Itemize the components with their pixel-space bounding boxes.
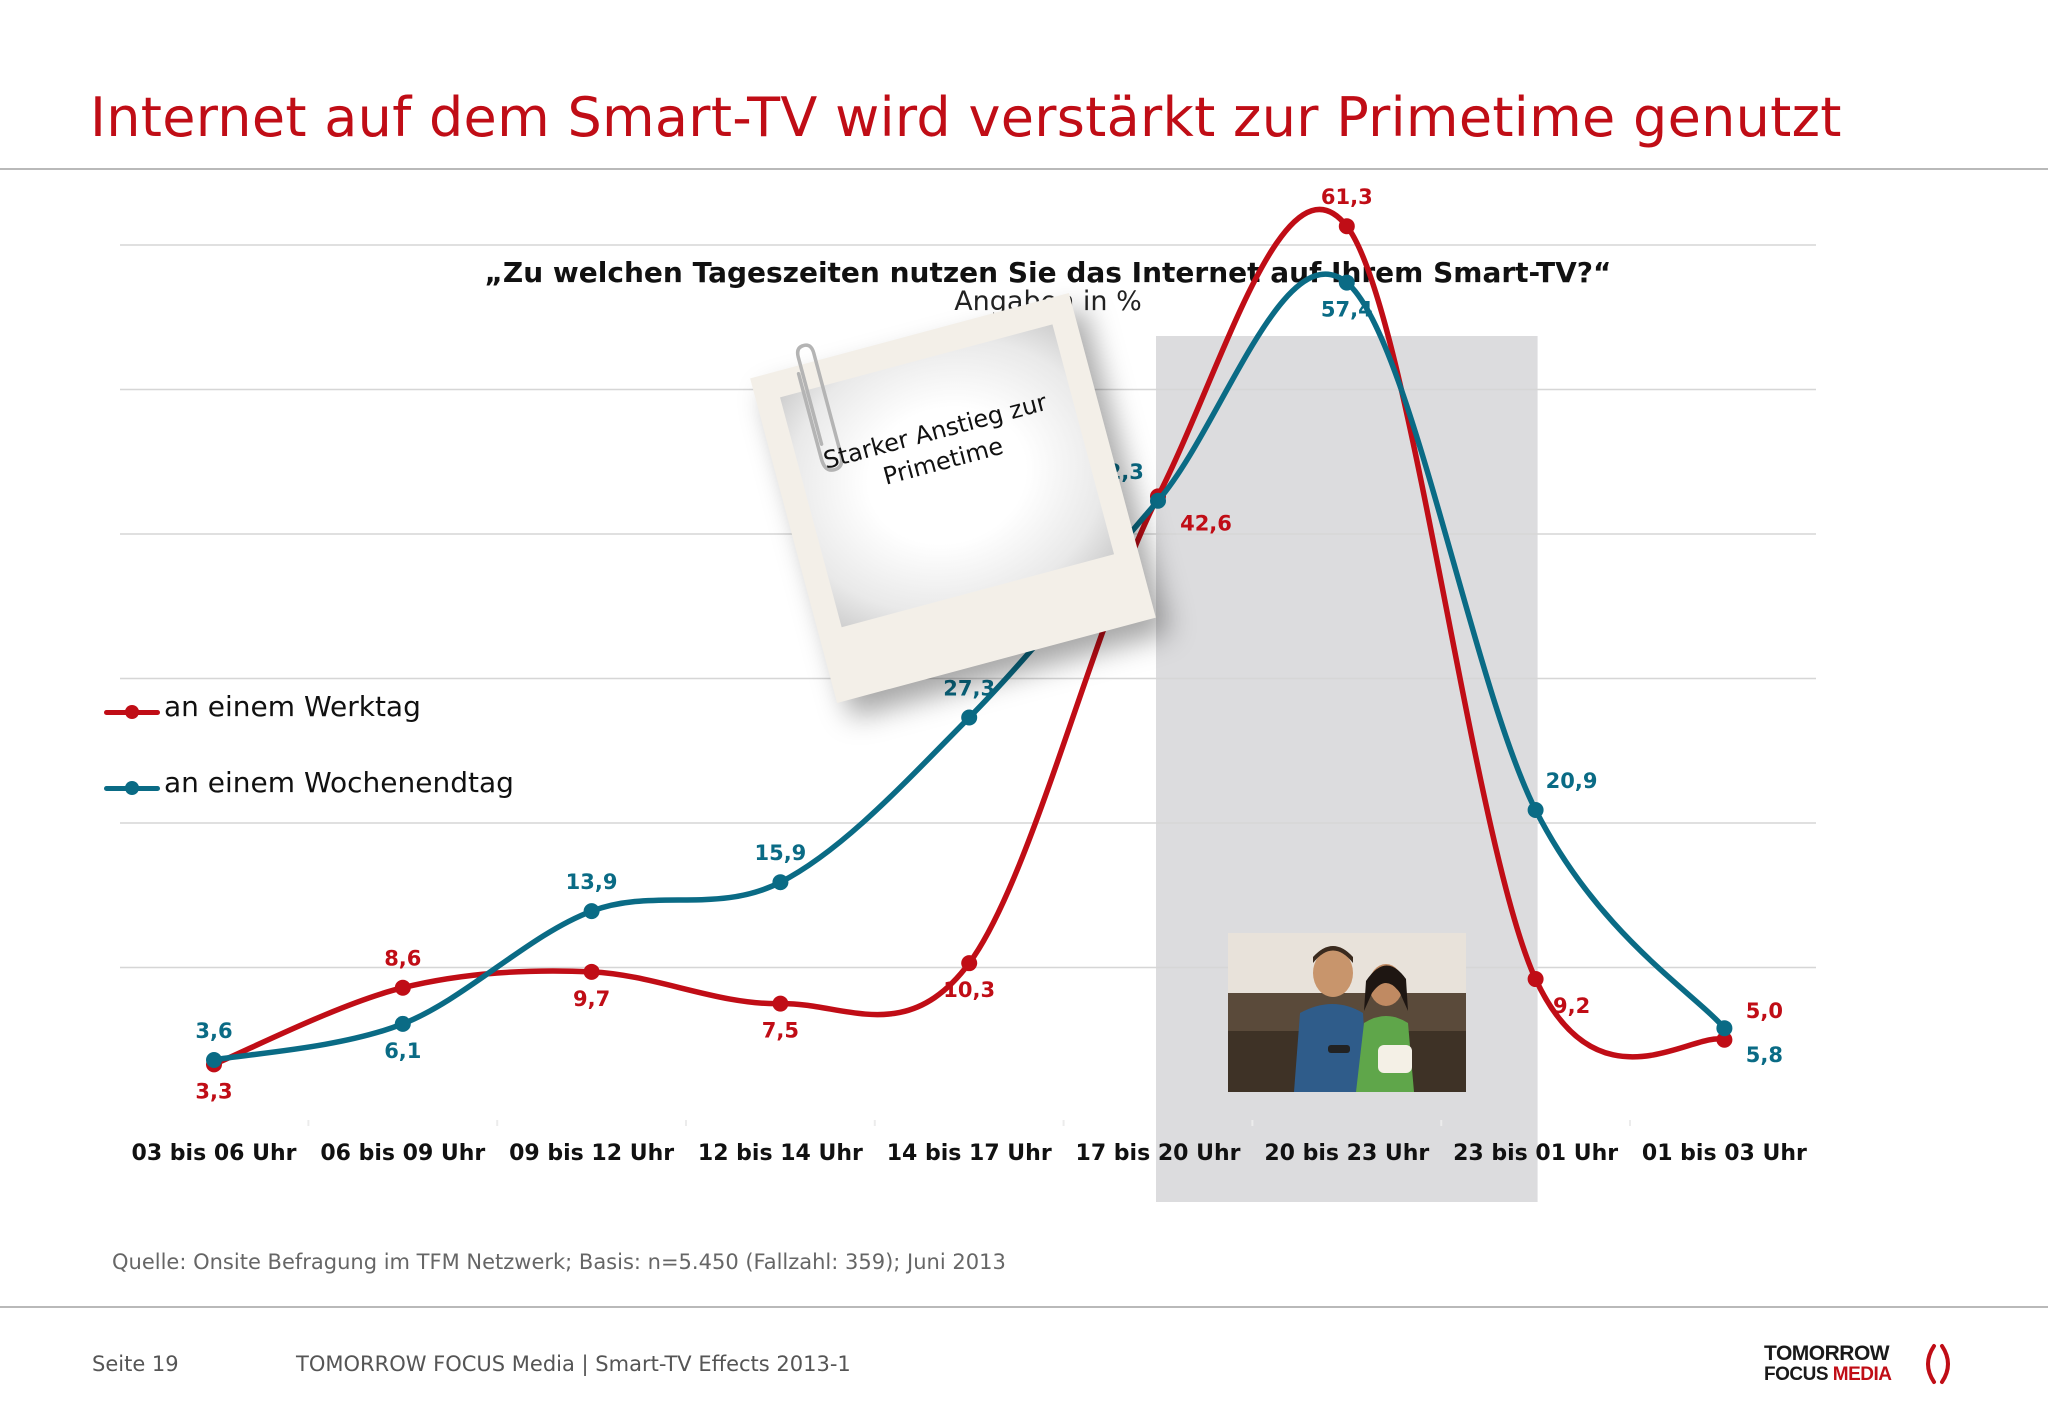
data-label-werktag: 7,5 xyxy=(762,1019,799,1043)
legend-label-wochenendtag: an einem Wochenendtag xyxy=(164,766,514,799)
company-logo: TOMORROW FOCUS MEDIA xyxy=(1764,1338,1964,1388)
data-point-werktag xyxy=(1338,218,1355,235)
couple-watching-tv-photo xyxy=(1228,933,1466,1092)
data-label-wochenendtag: 20,9 xyxy=(1546,769,1598,793)
annotation-note: Starker Anstieg zur Primetime xyxy=(750,293,1156,703)
data-label-wochenendtag: 5,8 xyxy=(1746,1043,1783,1067)
data-label-werktag: 3,3 xyxy=(195,1079,232,1103)
data-point-wochenendtag xyxy=(583,903,600,920)
data-label-wochenendtag: 6,1 xyxy=(384,1039,421,1063)
data-label-werktag: 5,0 xyxy=(1746,999,1783,1023)
paperclip-icon xyxy=(795,343,844,472)
data-point-wochenendtag xyxy=(772,874,789,891)
data-point-werktag xyxy=(394,979,411,996)
data-point-wochenendtag xyxy=(1716,1020,1733,1037)
data-point-werktag xyxy=(583,963,600,980)
data-label-wochenendtag: 3,6 xyxy=(195,1019,232,1043)
data-label-wochenendtag: 13,9 xyxy=(566,870,618,894)
data-point-werktag xyxy=(961,955,978,972)
data-label-werktag: 42,6 xyxy=(1180,511,1232,535)
footer-divider xyxy=(0,1306,2048,1308)
logo-text-line2: FOCUS MEDIA xyxy=(1764,1364,1892,1386)
data-point-wochenendtag xyxy=(1338,274,1355,291)
legend-swatch-wochenendtag xyxy=(104,781,160,795)
page-number: Seite 19 xyxy=(92,1352,179,1376)
data-label-wochenendtag: 15,9 xyxy=(754,841,806,865)
x-tick-label: 01 bis 03 Uhr xyxy=(1642,1141,1807,1166)
x-tick-label: 12 bis 14 Uhr xyxy=(698,1141,863,1166)
logo-text-media: MEDIA xyxy=(1832,1364,1892,1385)
x-tick-label: 20 bis 23 Uhr xyxy=(1264,1141,1429,1166)
footer-company: TOMORROW FOCUS Media | Smart-TV Effects … xyxy=(296,1352,851,1376)
data-label-werktag: 10,3 xyxy=(943,978,995,1002)
data-point-wochenendtag xyxy=(206,1051,222,1068)
data-label-werktag: 9,7 xyxy=(573,987,610,1011)
data-label-werktag: 9,2 xyxy=(1553,994,1590,1018)
data-label-werktag: 61,3 xyxy=(1321,185,1373,209)
x-tick-label: 23 bis 01 Uhr xyxy=(1453,1141,1618,1166)
series-line-werktag xyxy=(211,206,1728,1068)
data-point-werktag xyxy=(1527,971,1544,988)
source-note: Quelle: Onsite Befragung im TFM Netzwerk… xyxy=(112,1250,1006,1274)
data-point-werktag xyxy=(1716,1031,1733,1048)
data-point-wochenendtag xyxy=(394,1015,411,1032)
logo-arc-icon xyxy=(1926,1344,1950,1384)
data-label-wochenendtag: 57,4 xyxy=(1321,298,1373,322)
x-tick-label: 03 bis 06 Uhr xyxy=(132,1141,297,1166)
page-title: Internet auf dem Smart-TV wird verstärkt… xyxy=(90,86,1842,149)
x-tick-label: 06 bis 09 Uhr xyxy=(320,1141,485,1166)
x-tick-label: 09 bis 12 Uhr xyxy=(509,1141,674,1166)
legend-label-werktag: an einem Werktag xyxy=(164,690,421,723)
legend-swatch-werktag xyxy=(104,705,160,719)
data-label-werktag: 8,6 xyxy=(384,947,421,971)
data-label-wochenendtag: 27,3 xyxy=(943,677,995,701)
x-tick-label: 17 bis 20 Uhr xyxy=(1076,1141,1241,1166)
data-point-wochenendtag xyxy=(961,709,978,726)
logo-text-line1: TOMORROW xyxy=(1764,1342,1890,1365)
data-point-wochenendtag xyxy=(1527,801,1544,818)
data-point-wochenendtag xyxy=(1150,492,1166,509)
chart-title: „Zu welchen Tageszeiten nutzen Sie das I… xyxy=(484,256,1612,289)
x-tick-label: 14 bis 17 Uhr xyxy=(887,1141,1052,1166)
logo-text-focus: FOCUS xyxy=(1764,1364,1829,1385)
data-point-werktag xyxy=(772,995,789,1012)
header-divider xyxy=(0,168,2048,170)
